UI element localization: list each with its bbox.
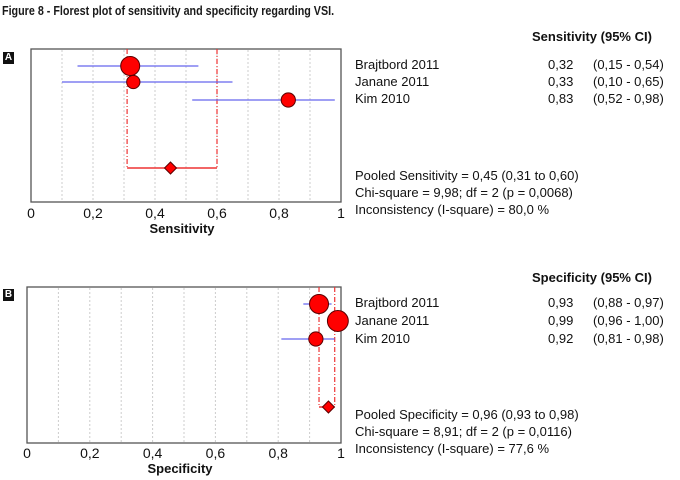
panel-b-study-name: Kim 2010 <box>355 331 410 346</box>
panel-b-study-name: Janane 2011 <box>355 313 430 328</box>
study-point-marker <box>120 56 141 76</box>
panel-a-study-name: Brajtbord 2011 <box>355 57 440 72</box>
forest-panel-b: 0 0,2 0,4 0,6 0,8 1 Specificity <box>23 286 349 476</box>
panel-label-b: B <box>3 289 14 301</box>
figure-title: Figure 8 - Florest plot of sensitivity a… <box>2 4 335 18</box>
panel-a-study-name: Janane 2011 <box>355 74 430 89</box>
x-tick-label: 0,2 <box>80 445 100 461</box>
x-tick-label: 0,4 <box>145 205 165 221</box>
x-tick-label: 1 <box>337 445 345 461</box>
panel-a-column-header: Sensitivity (95% CI) <box>532 29 652 44</box>
study-point-marker <box>309 294 330 314</box>
panel-label-a: A <box>3 52 14 64</box>
panel-b-inconsistency-stat: Inconsistency (I-square) = 77,6 % <box>355 441 550 456</box>
x-tick-label: 0,8 <box>268 445 288 461</box>
panel-a-study-value: 0,33 <box>548 74 574 89</box>
panel-b-study-value: 0,99 <box>548 313 574 328</box>
x-tick-label: 0,4 <box>143 445 163 461</box>
panel-b-column-header: Specificity (95% CI) <box>532 270 652 285</box>
study-point-marker <box>126 74 141 90</box>
panel-a-study-ci: (0,15 - 0,54) <box>593 57 664 72</box>
study-point-marker <box>308 331 324 347</box>
x-axis-label: Sensitivity <box>149 221 215 236</box>
panel-b-study-name: Brajtbord 2011 <box>355 295 440 310</box>
x-axis-label: Specificity <box>147 461 213 476</box>
panel-a-study-value: 0,32 <box>548 57 574 72</box>
x-tick-label: 0,6 <box>206 445 226 461</box>
panel-b-pooled-stat: Pooled Specificity = 0,96 (0,93 to 0,98) <box>355 407 579 422</box>
x-tick-label: 0 <box>23 445 31 461</box>
panel-a-pooled-stat: Pooled Sensitivity = 0,45 (0,31 to 0,60) <box>355 168 579 183</box>
study-point-marker <box>280 92 296 108</box>
plot-frame <box>30 48 342 203</box>
pooled-estimate-diamond <box>321 400 336 414</box>
panel-a-chi-square-stat: Chi-square = 9,98; df = 2 (p = 0,0068) <box>355 185 573 200</box>
x-tick-label: 0,8 <box>269 205 289 221</box>
panel-b-chi-square-stat: Chi-square = 8,91; df = 2 (p = 0,0116) <box>355 424 572 439</box>
x-tick-label: 0,2 <box>83 205 103 221</box>
panel-a-study-ci: (0,52 - 0,98) <box>593 91 664 106</box>
forest-panel-a: 0 0,2 0,4 0,6 0,8 1 Sensitivity <box>27 48 345 236</box>
panel-b-study-ci: (0,96 - 1,00) <box>593 313 664 328</box>
panel-b-study-value: 0,92 <box>548 331 574 346</box>
panel-b-study-value: 0,93 <box>548 295 574 310</box>
panel-b-study-ci: (0,88 - 0,97) <box>593 295 664 310</box>
x-tick-label: 0 <box>27 205 35 221</box>
panel-a-study-name: Kim 2010 <box>355 91 410 106</box>
study-point-marker <box>326 310 349 332</box>
panel-a-study-value: 0,83 <box>548 91 574 106</box>
x-tick-label: 1 <box>337 205 345 221</box>
panel-a-inconsistency-stat: Inconsistency (I-square) = 80,0 % <box>355 202 550 217</box>
panel-a-study-ci: (0,10 - 0,65) <box>593 74 664 89</box>
panel-b-study-ci: (0,81 - 0,98) <box>593 331 664 346</box>
pooled-estimate-diamond <box>163 161 178 175</box>
x-tick-label: 0,6 <box>207 205 227 221</box>
plot-frame <box>26 286 342 444</box>
